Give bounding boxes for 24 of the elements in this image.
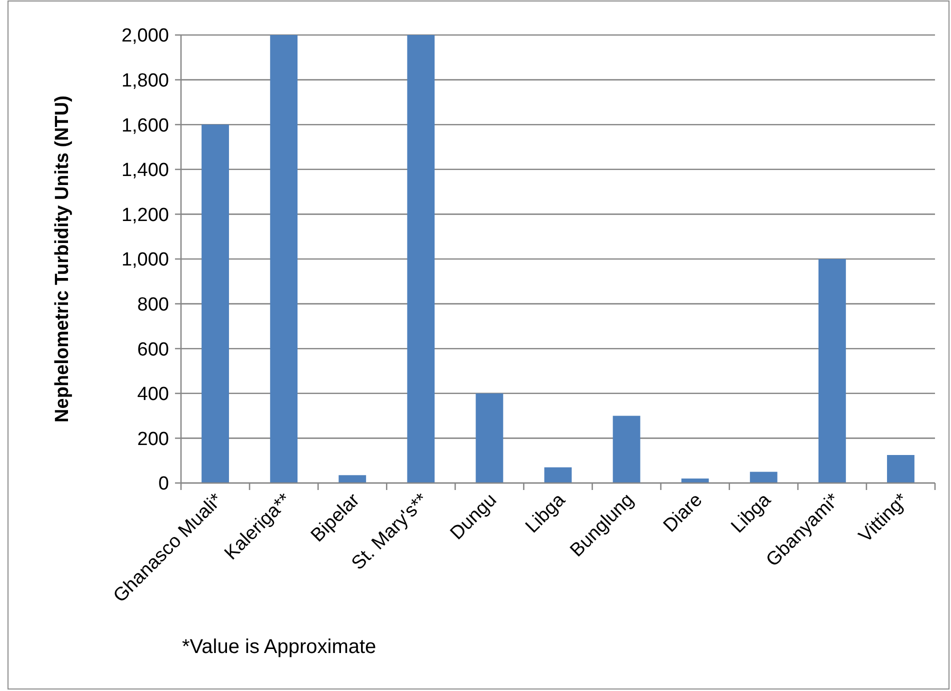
text: *Value is Approximate (182, 636, 376, 658)
bar (818, 259, 846, 483)
bar (270, 35, 298, 483)
y-tick-label: 800 (137, 294, 169, 316)
bar (202, 124, 229, 483)
y-tick-label: 600 (137, 339, 169, 360)
bar (476, 393, 504, 483)
y-tick-label: 0 (158, 474, 169, 495)
y-tick-label: 1,600 (121, 115, 169, 136)
y-tick-label: 1,200 (121, 204, 169, 226)
y-axis-title: Nephelometric Turbidity Units (NTU) (52, 96, 73, 422)
y-tick-label: 1,000 (121, 250, 169, 271)
bar (407, 35, 435, 483)
bar (612, 416, 640, 483)
y-tick-label: 1,400 (121, 160, 169, 182)
y-tick-label: 1,800 (121, 70, 169, 92)
y-tick-label: 400 (137, 384, 169, 406)
bar (338, 475, 366, 483)
bar (544, 467, 572, 483)
bar (750, 472, 778, 483)
y-tick-label: 2,000 (121, 26, 169, 47)
y-tick-label: 200 (137, 428, 169, 450)
bar (887, 455, 914, 483)
bar (681, 478, 709, 483)
